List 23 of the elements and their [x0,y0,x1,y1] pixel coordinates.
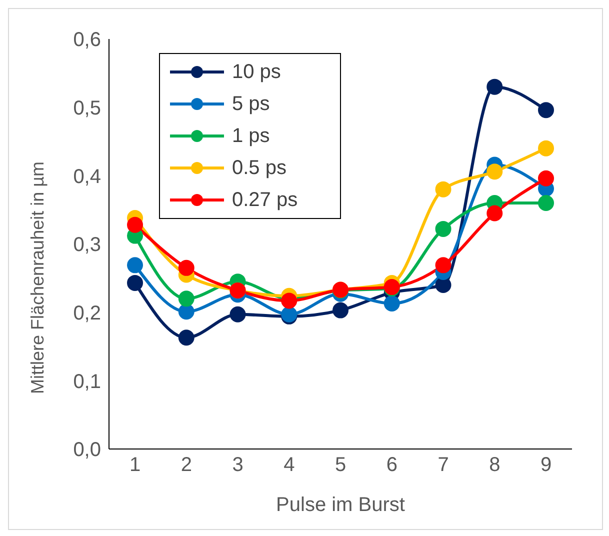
x-tick-label: 8 [489,454,500,476]
x-axis-title: Pulse im Burst [276,494,406,516]
y-tick-label: 0,5 [73,97,101,120]
legend-label: 10 ps [231,60,282,85]
y-tick-label: 0,1 [73,370,101,393]
x-tick-label: 3 [232,454,244,476]
legend-label: 1 ps [231,124,271,149]
y-tick-label: 0,3 [73,234,101,256]
y-tick-label: 0,6 [73,29,101,52]
legend-label: 5 ps [231,92,271,117]
x-tick-label: 2 [180,454,192,476]
x-tick-label: 6 [386,454,398,476]
y-tick-label: 0,4 [73,166,101,188]
y-tick-label: 0,0 [73,439,101,462]
x-tick-label: 1 [129,454,141,476]
x-tick-label: 7 [438,454,449,476]
x-tick-label: 4 [284,454,295,476]
x-tick-label: 9 [540,454,552,476]
legend-label: 0.27 ps [231,188,299,213]
legend-label: 0.5 ps [231,156,288,181]
y-axis-title: Mittlere Flächenrauheit in µm [27,162,48,394]
x-tick-label: 5 [334,454,346,476]
y-tick-label: 0,2 [73,302,101,324]
